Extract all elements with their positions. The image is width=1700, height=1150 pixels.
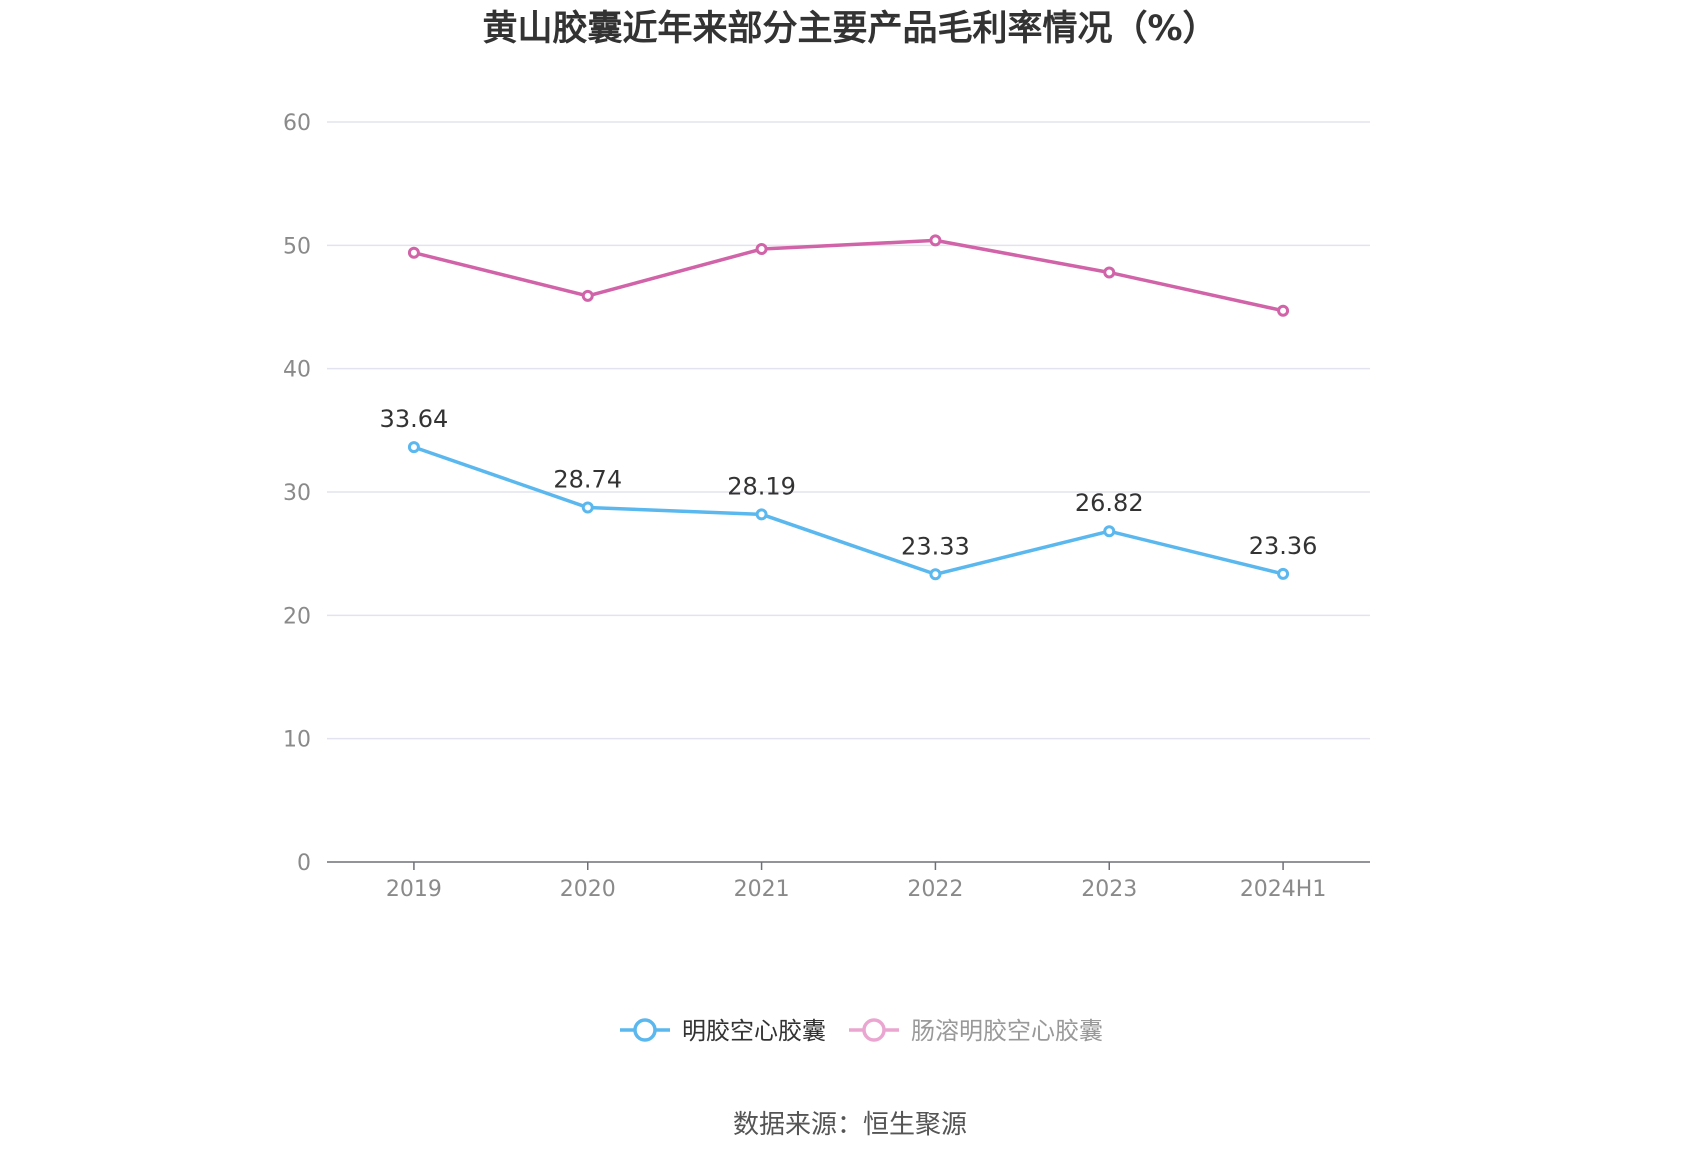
- legend-item-1[interactable]: 明胶空心胶囊: [620, 1017, 826, 1045]
- data-point[interactable]: [755, 508, 768, 521]
- series-line-1: [413, 445, 1284, 577]
- legend-item-2[interactable]: 肠溶明胶空心胶囊: [849, 1017, 1103, 1045]
- y-tick-label: 50: [283, 234, 311, 259]
- x-tick-label: 2023: [1081, 877, 1137, 902]
- data-label: 28.19: [727, 472, 796, 500]
- x-tick-label: 2024H1: [1240, 877, 1327, 902]
- data-point[interactable]: [1103, 266, 1116, 279]
- data-point[interactable]: [1277, 567, 1290, 580]
- x-tick-label: 2021: [734, 877, 790, 902]
- source-note: 数据来源：恒生聚源: [732, 1110, 967, 1140]
- y-axis-ticks: 0 10 20 30 40 50 60: [283, 111, 311, 876]
- data-point[interactable]: [581, 289, 594, 302]
- data-point[interactable]: [1277, 304, 1290, 317]
- data-labels: 33.64 28.74 28.19 23.33 26.82 23.36: [380, 405, 1318, 560]
- x-axis: 2019 2020 2021 2022 2023 2024H1: [327, 861, 1370, 902]
- data-point[interactable]: [1103, 525, 1116, 538]
- y-tick-label: 40: [283, 358, 311, 383]
- y-tick-label: 60: [283, 111, 311, 136]
- data-label: 28.74: [553, 466, 622, 494]
- data-point[interactable]: [407, 441, 420, 454]
- chart-title: 黄山胶囊近年来部分主要产品毛利率情况（%）: [482, 9, 1218, 49]
- x-tick-label: 2019: [386, 877, 442, 902]
- data-point[interactable]: [929, 568, 942, 581]
- y-tick-label: 10: [283, 728, 311, 753]
- x-tick-label: 2020: [560, 877, 616, 902]
- data-point[interactable]: [755, 243, 768, 256]
- series-line-2: [413, 238, 1284, 313]
- data-label: 26.82: [1075, 489, 1144, 517]
- data-point[interactable]: [929, 234, 942, 247]
- legend-marker-icon: [633, 1018, 657, 1042]
- data-point[interactable]: [581, 501, 594, 514]
- data-label: 33.64: [380, 405, 449, 433]
- data-label: 23.33: [901, 532, 970, 560]
- data-label: 23.36: [1249, 532, 1318, 560]
- data-point[interactable]: [407, 246, 420, 259]
- x-tick-label: 2022: [907, 877, 963, 902]
- y-tick-label: 0: [297, 851, 311, 876]
- series-layer: [407, 234, 1290, 581]
- legend-label: 明胶空心胶囊: [682, 1017, 826, 1045]
- legend-label: 肠溶明胶空心胶囊: [911, 1017, 1103, 1045]
- y-tick-label: 20: [283, 604, 311, 629]
- grid-lines: [327, 121, 1370, 740]
- legend-marker-icon: [862, 1018, 886, 1042]
- y-tick-label: 30: [283, 481, 311, 506]
- legend: 明胶空心胶囊 肠溶明胶空心胶囊: [620, 1017, 1103, 1045]
